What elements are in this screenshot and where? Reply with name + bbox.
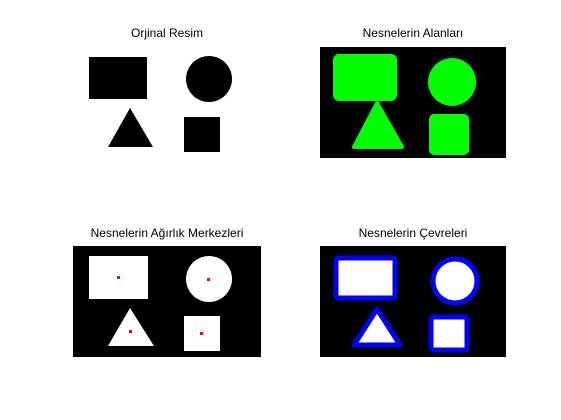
panel-title-centroids: Nesnelerin Ağırlık Merkezleri bbox=[90, 226, 244, 240]
centroid-markers bbox=[117, 276, 210, 335]
perimeters-image bbox=[320, 246, 506, 357]
original-square bbox=[184, 117, 220, 152]
area-rectangle bbox=[333, 54, 397, 101]
centroids-image bbox=[73, 246, 261, 357]
panel-title-perimeters: Nesnelerin Çevreleri bbox=[358, 226, 468, 240]
perimeter-triangle bbox=[351, 306, 403, 348]
area-square bbox=[429, 114, 469, 155]
areas-image bbox=[320, 47, 506, 158]
perimeter-circle bbox=[430, 256, 480, 306]
original-image bbox=[89, 56, 232, 152]
perimeter-rectangle bbox=[333, 255, 398, 301]
area-circle bbox=[428, 58, 476, 106]
centroid-triangle bbox=[108, 308, 154, 346]
centroid-marker-rectangle bbox=[117, 276, 120, 279]
original-triangle bbox=[108, 108, 153, 147]
panel-title-areas: Nesnelerin Alanları bbox=[362, 26, 464, 40]
original-circle bbox=[186, 56, 232, 102]
original-rectangle bbox=[89, 57, 147, 99]
perimeter-square bbox=[428, 314, 470, 353]
area-triangle bbox=[352, 101, 404, 149]
panel-title-original: Orjinal Resim bbox=[130, 26, 203, 40]
centroid-marker-circle bbox=[207, 278, 210, 281]
centroid-marker-square bbox=[200, 332, 203, 335]
centroid-marker-triangle bbox=[129, 330, 132, 333]
